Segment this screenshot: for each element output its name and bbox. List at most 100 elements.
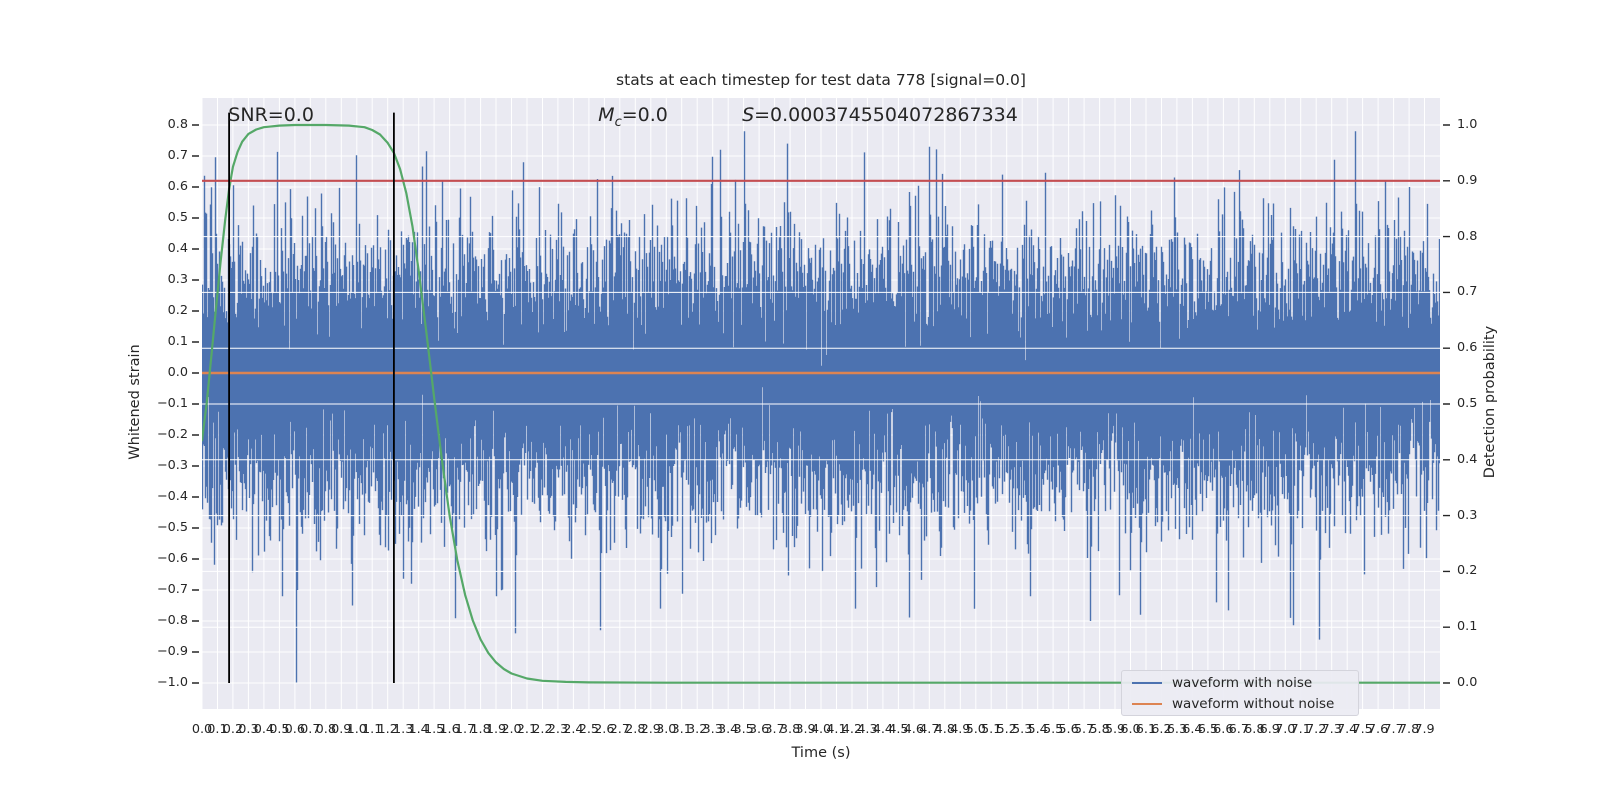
right-tick-label: 0.3 [1457,507,1478,523]
x-tick-label: 5.3 [1011,722,1033,737]
x-tick-label: 1.0 [346,722,367,737]
left-tick-label: −1.0 [156,675,188,690]
x-tick-label: 3.6 [748,722,770,737]
x-tick-label: 2.2 [532,722,553,737]
x-tick-label: 0.2 [222,722,244,737]
legend-item-with-noise: waveform with noise [1132,674,1358,692]
left-tick-label: −0.2 [156,427,188,442]
x-tick-label: 7.7 [1383,722,1404,737]
x-tick-label: 2.6 [594,722,615,737]
x-tick-label: 7.4 [1336,722,1358,737]
x-tick-label: 3.2 [687,722,708,737]
right-tick-label: 0.4 [1457,451,1478,467]
right-axis-label: Detection probability [1482,325,1498,479]
s-value: =0.0003745504072867334 [754,104,1018,126]
x-tick-label: 1.8 [470,722,491,737]
x-tick-label: 6.0 [1120,722,1141,737]
left-tick-label: 0.1 [167,334,188,349]
left-tick-label: −0.4 [156,489,188,504]
x-tick-label: 7.8 [1398,722,1420,737]
x-tick-label: 1.5 [423,722,445,737]
x-tick-label: 6.2 [1151,722,1172,737]
x-tick-label: 5.8 [1089,722,1110,737]
x-tick-label: 3.8 [779,722,801,737]
x-tick-label: 0.5 [269,722,290,737]
x-tick-label: 4.7 [919,722,940,737]
snr-text: SNR=0.0 [228,104,314,126]
legend-line-blue-icon [1132,681,1162,684]
left-tick-label: 0.3 [167,272,188,287]
x-tick-label: 5.0 [965,722,986,737]
left-tick-label: −0.5 [156,520,188,535]
left-tick-label: −0.7 [156,582,188,597]
right-tick-label: 1.0 [1457,117,1478,132]
x-tick-label: 7.2 [1306,722,1327,737]
x-tick-label: 2.4 [563,722,584,737]
mc-subscript: c [614,114,622,130]
x-tick-label: 2.5 [578,722,600,737]
right-tick-label: 0.5 [1457,396,1478,411]
right-tick-label: 0.2 [1457,563,1478,579]
x-tick-label: 0.0 [191,722,213,737]
x-tick-label: 5.9 [1104,722,1126,737]
x-tick-label: 0.7 [300,722,321,737]
right-tick-label: 0.9 [1457,172,1478,188]
x-tick-label: 3.0 [656,722,677,737]
x-tick-label: 4.5 [888,722,909,737]
x-tick-label: 6.4 [1182,722,1203,737]
x-tick-label: 1.9 [485,722,507,737]
x-tick-label: 1.2 [377,722,398,737]
x-tick-label: 1.3 [392,722,414,737]
left-tick-label: 0.2 [167,303,188,318]
s-symbol: S [742,104,755,126]
left-tick-label: −0.1 [156,396,188,411]
x-tick-label: 4.3 [857,722,878,737]
left-axis-label: Whitened strain [127,344,143,460]
x-tick-label: 1.4 [408,722,429,737]
x-tick-label: 5.2 [996,722,1017,737]
x-tick-label: 0.3 [238,722,259,737]
left-tick-label: 0.7 [167,148,188,163]
x-tick-label: 5.7 [1073,722,1095,737]
x-tick-label: 6.1 [1135,722,1157,737]
x-tick-label: 3.1 [671,722,692,737]
left-tick-label: 0.8 [167,117,188,132]
right-tick-label: 0.6 [1457,340,1478,356]
x-tick-label: 5.6 [1058,722,1079,737]
right-tick-label: 0.1 [1457,619,1478,635]
x-tick-label: 0.8 [315,722,336,737]
right-tick-label: 0.7 [1457,284,1478,300]
annotation-chirp-mass: Mc=0.0 [598,105,668,133]
left-tick-label: 0.6 [167,179,188,194]
x-tick-label: 0.9 [331,722,352,737]
x-tick-label: 7.0 [1275,722,1296,737]
left-tick-label: −0.3 [156,458,188,473]
waveform-with-noise [202,131,1440,683]
x-tick-label: 7.1 [1290,722,1311,737]
x-tick-label: 3.3 [702,722,723,737]
left-tick-label: −0.8 [156,613,188,628]
x-tick-label: 3.5 [733,722,754,737]
left-tick-label: 0.4 [167,241,188,256]
left-tick-label: 0.5 [167,210,188,225]
x-tick-label: 3.9 [795,722,816,737]
annotation-statistic: S=0.0003745504072867334 [742,105,1018,125]
x-tick-label: 3.7 [764,722,785,737]
x-tick-label: 4.0 [810,722,832,737]
x-tick-label: 3.4 [717,722,739,737]
mc-symbol: M [598,104,615,126]
mc-value: =0.0 [621,104,668,126]
x-tick-label: 1.1 [362,722,383,737]
x-tick-label: 6.9 [1259,722,1280,737]
x-tick-label: 5.4 [1027,722,1048,737]
x-tick-label: 7.3 [1321,722,1342,737]
x-tick-label: 2.8 [625,722,646,737]
x-tick-label: 2.7 [609,722,630,737]
x-tick-label: 0.1 [207,722,228,737]
annotation-snr: SNR=0.0 [228,105,314,125]
x-tick-label: 5.5 [1042,722,1064,737]
x-tick-label: 6.5 [1197,722,1219,737]
detection-probability-curve [202,123,1440,684]
x-tick-label: 6.6 [1213,722,1234,737]
